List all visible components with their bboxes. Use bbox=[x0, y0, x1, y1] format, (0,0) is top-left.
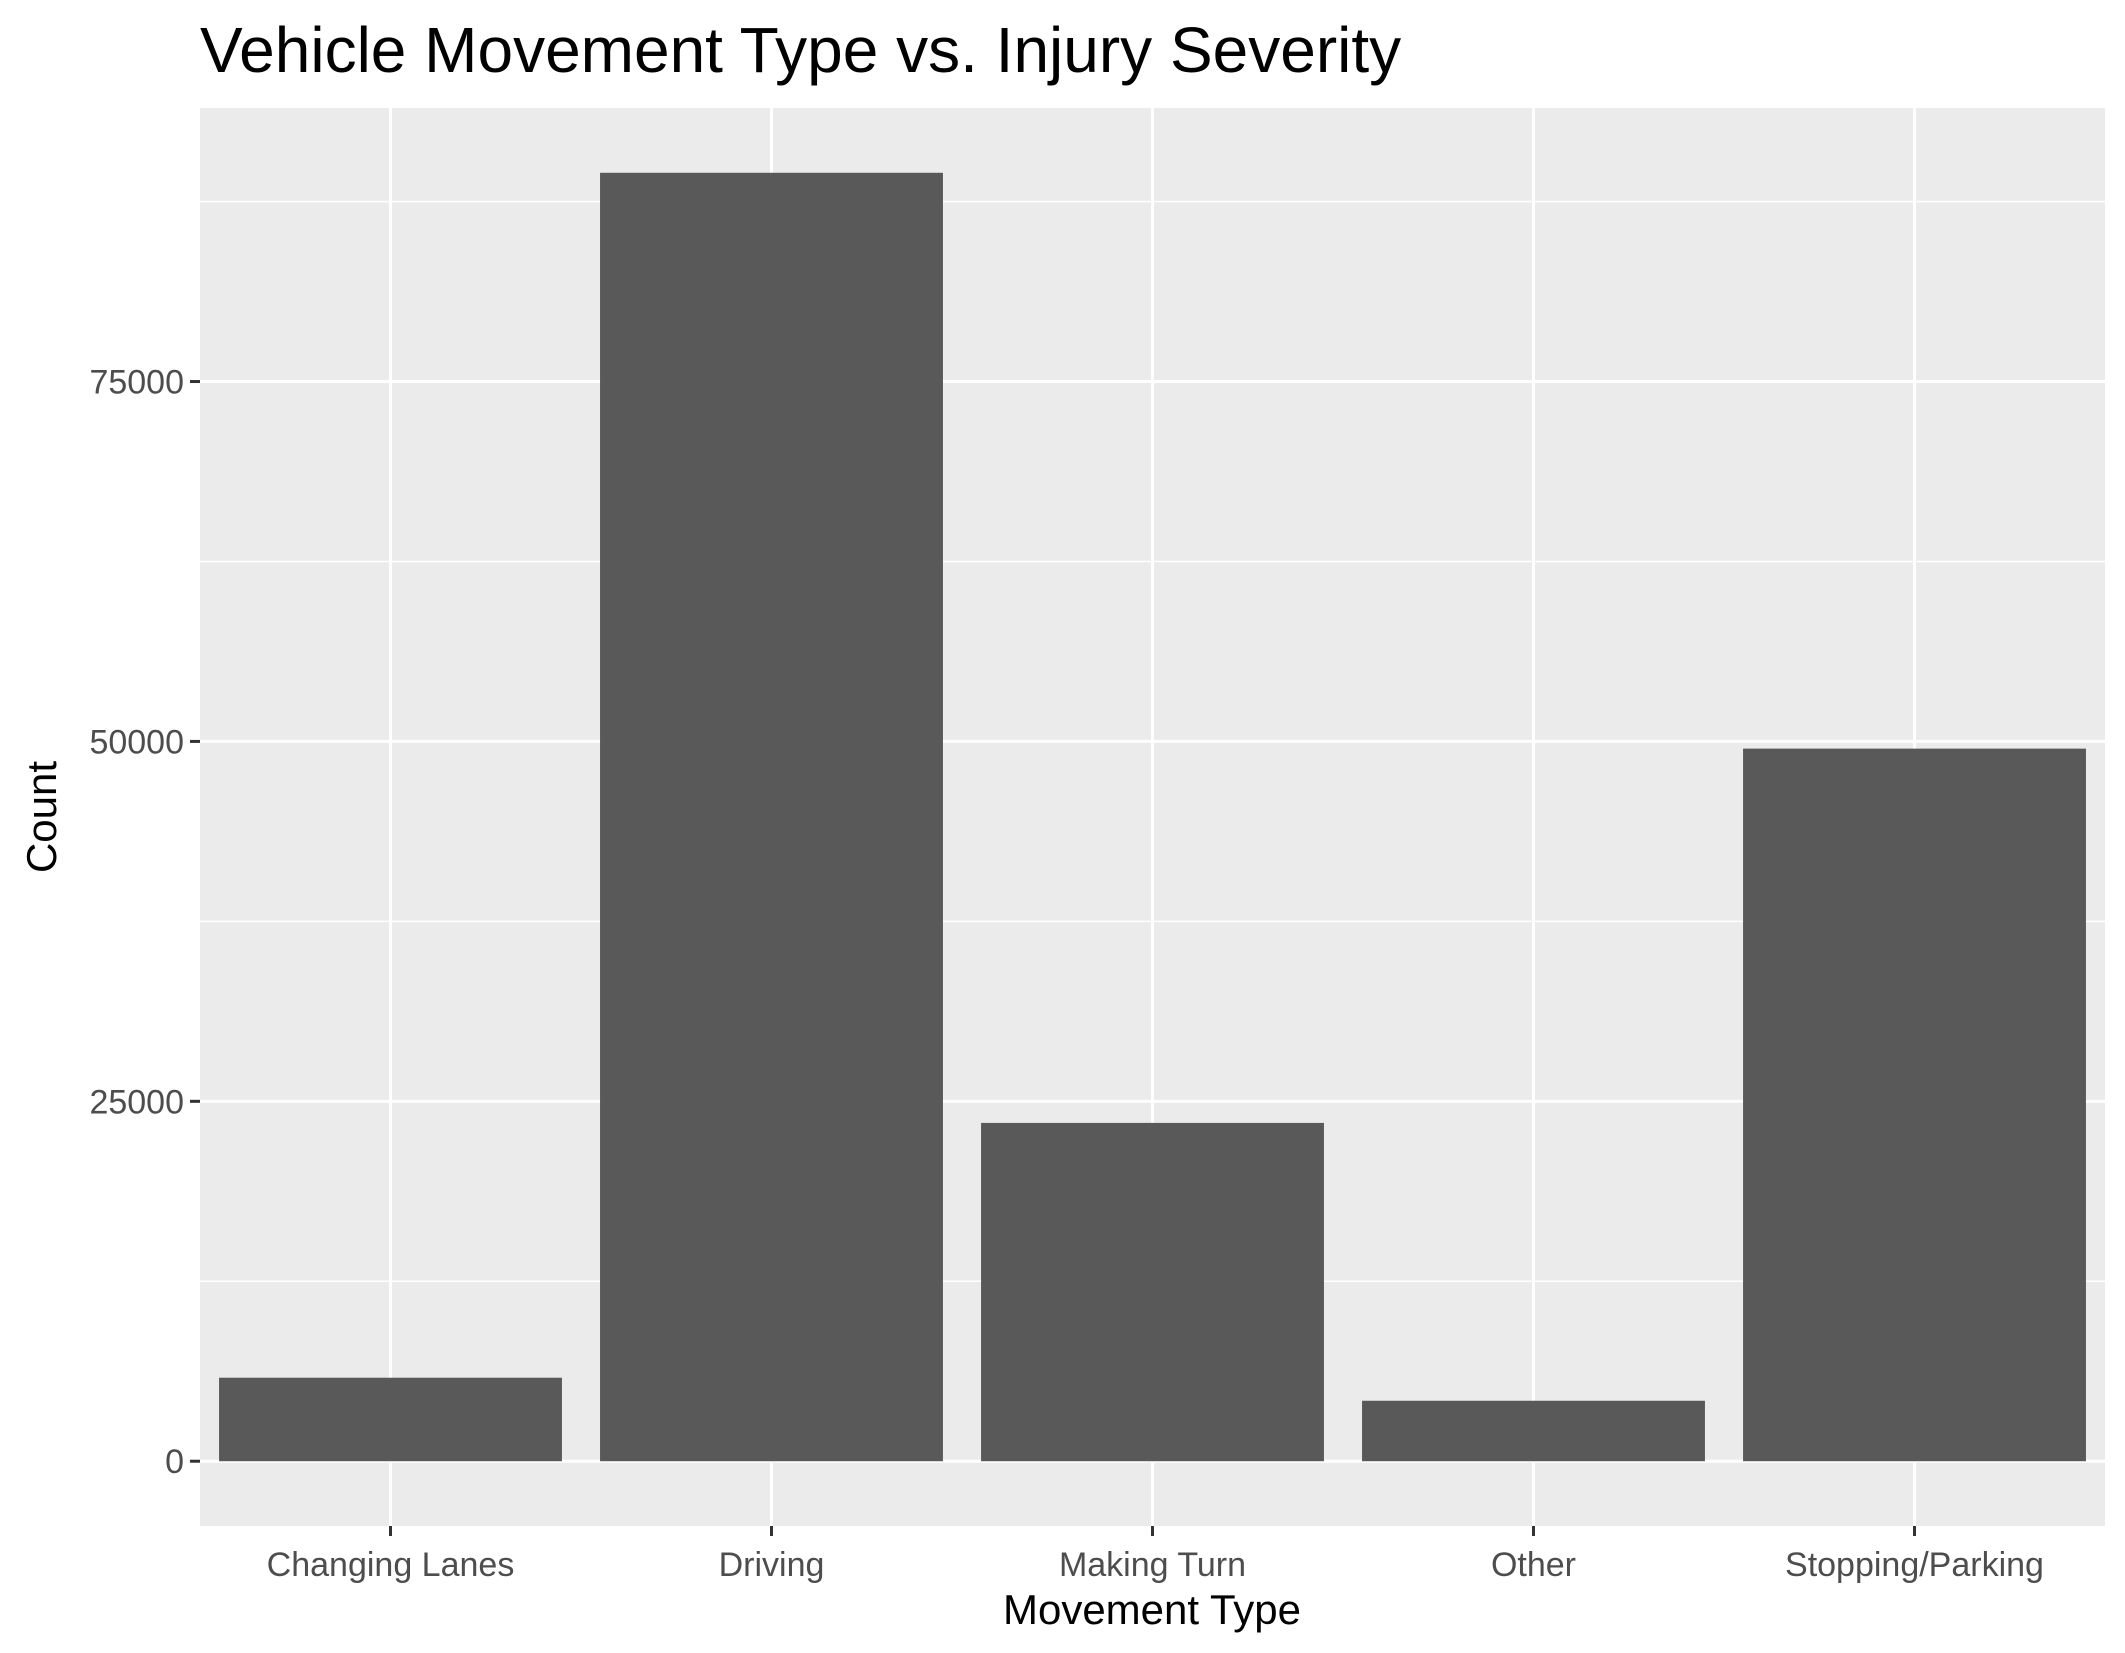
bar bbox=[219, 1377, 562, 1462]
x-tick-label: Driving bbox=[719, 1546, 825, 1584]
bars bbox=[219, 172, 2086, 1462]
x-tick-label: Stopping/Parking bbox=[1785, 1546, 2044, 1584]
bar bbox=[1362, 1400, 1705, 1462]
y-tick-label: 50000 bbox=[89, 723, 184, 761]
y-tick-label: 75000 bbox=[89, 364, 184, 402]
bar bbox=[1743, 748, 2086, 1462]
y-tick-label: 0 bbox=[165, 1443, 184, 1481]
y-tick-label: 25000 bbox=[89, 1083, 184, 1121]
chart-title: Vehicle Movement Type vs. Injury Severit… bbox=[200, 14, 1401, 86]
x-tick-label: Changing Lanes bbox=[267, 1546, 515, 1584]
y-axis: 0 25000 50000 75000 bbox=[89, 364, 200, 1481]
bar bbox=[600, 172, 943, 1462]
x-axis-title: Movement Type bbox=[1003, 1586, 1301, 1633]
x-axis: Changing Lanes Driving Making Turn Other Sto… bbox=[267, 1526, 2044, 1584]
y-axis-title: Count bbox=[18, 761, 65, 873]
bar bbox=[981, 1122, 1324, 1462]
x-tick-label: Other bbox=[1491, 1546, 1576, 1584]
x-tick-label: Making Turn bbox=[1059, 1546, 1246, 1584]
